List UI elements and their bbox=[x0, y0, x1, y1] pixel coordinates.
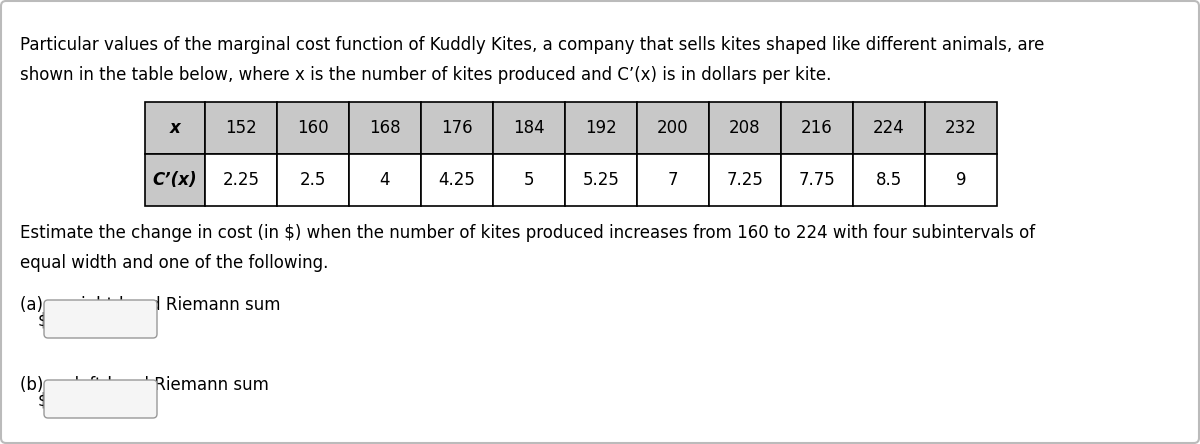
Bar bbox=[145, 154, 205, 206]
Text: 168: 168 bbox=[370, 119, 401, 137]
Text: $: $ bbox=[37, 311, 48, 329]
Text: 152: 152 bbox=[226, 119, 257, 137]
Text: 5.25: 5.25 bbox=[582, 171, 619, 189]
Text: 184: 184 bbox=[514, 119, 545, 137]
Text: (a)   a right-hand Riemann sum: (a) a right-hand Riemann sum bbox=[20, 296, 281, 314]
Text: C’(x): C’(x) bbox=[152, 171, 197, 189]
Text: 4: 4 bbox=[379, 171, 390, 189]
Text: 2.5: 2.5 bbox=[300, 171, 326, 189]
Text: 216: 216 bbox=[802, 119, 833, 137]
Text: (b)   a left-hand Riemann sum: (b) a left-hand Riemann sum bbox=[20, 376, 269, 394]
Text: 208: 208 bbox=[730, 119, 761, 137]
Bar bbox=[565, 154, 637, 206]
Text: equal width and one of the following.: equal width and one of the following. bbox=[20, 254, 329, 272]
Text: 160: 160 bbox=[298, 119, 329, 137]
Bar bbox=[349, 154, 421, 206]
Bar bbox=[493, 154, 565, 206]
Text: 192: 192 bbox=[586, 119, 617, 137]
Bar bbox=[853, 154, 925, 206]
FancyBboxPatch shape bbox=[44, 380, 157, 418]
Text: 7.75: 7.75 bbox=[799, 171, 835, 189]
Bar bbox=[637, 102, 709, 154]
Text: 5: 5 bbox=[523, 171, 534, 189]
Bar bbox=[493, 102, 565, 154]
Text: 4.25: 4.25 bbox=[438, 171, 475, 189]
Bar bbox=[781, 102, 853, 154]
Bar bbox=[925, 102, 997, 154]
Text: $: $ bbox=[37, 391, 48, 409]
Text: 224: 224 bbox=[874, 119, 905, 137]
Bar bbox=[709, 154, 781, 206]
Bar bbox=[421, 102, 493, 154]
Bar bbox=[565, 102, 637, 154]
Bar bbox=[781, 154, 853, 206]
Bar bbox=[277, 154, 349, 206]
Bar bbox=[145, 102, 205, 154]
Bar bbox=[421, 154, 493, 206]
Bar bbox=[205, 102, 277, 154]
Text: shown in the table below, where x is the number of kites produced and C’(x) is i: shown in the table below, where x is the… bbox=[20, 66, 832, 84]
Bar bbox=[853, 102, 925, 154]
Bar bbox=[349, 102, 421, 154]
FancyBboxPatch shape bbox=[44, 300, 157, 338]
Text: Particular values of the marginal cost function of Kuddly Kites, a company that : Particular values of the marginal cost f… bbox=[20, 36, 1044, 54]
Text: 9: 9 bbox=[955, 171, 966, 189]
Text: x: x bbox=[169, 119, 180, 137]
Text: 232: 232 bbox=[946, 119, 977, 137]
Text: 7.25: 7.25 bbox=[726, 171, 763, 189]
Text: 8.5: 8.5 bbox=[876, 171, 902, 189]
Bar bbox=[637, 154, 709, 206]
Bar bbox=[709, 102, 781, 154]
Text: Estimate the change in cost (in $) when the number of kites produced increases f: Estimate the change in cost (in $) when … bbox=[20, 224, 1036, 242]
Text: 176: 176 bbox=[442, 119, 473, 137]
Text: 7: 7 bbox=[667, 171, 678, 189]
Text: 200: 200 bbox=[658, 119, 689, 137]
Text: 2.25: 2.25 bbox=[222, 171, 259, 189]
Bar bbox=[205, 154, 277, 206]
Bar bbox=[925, 154, 997, 206]
Bar bbox=[277, 102, 349, 154]
